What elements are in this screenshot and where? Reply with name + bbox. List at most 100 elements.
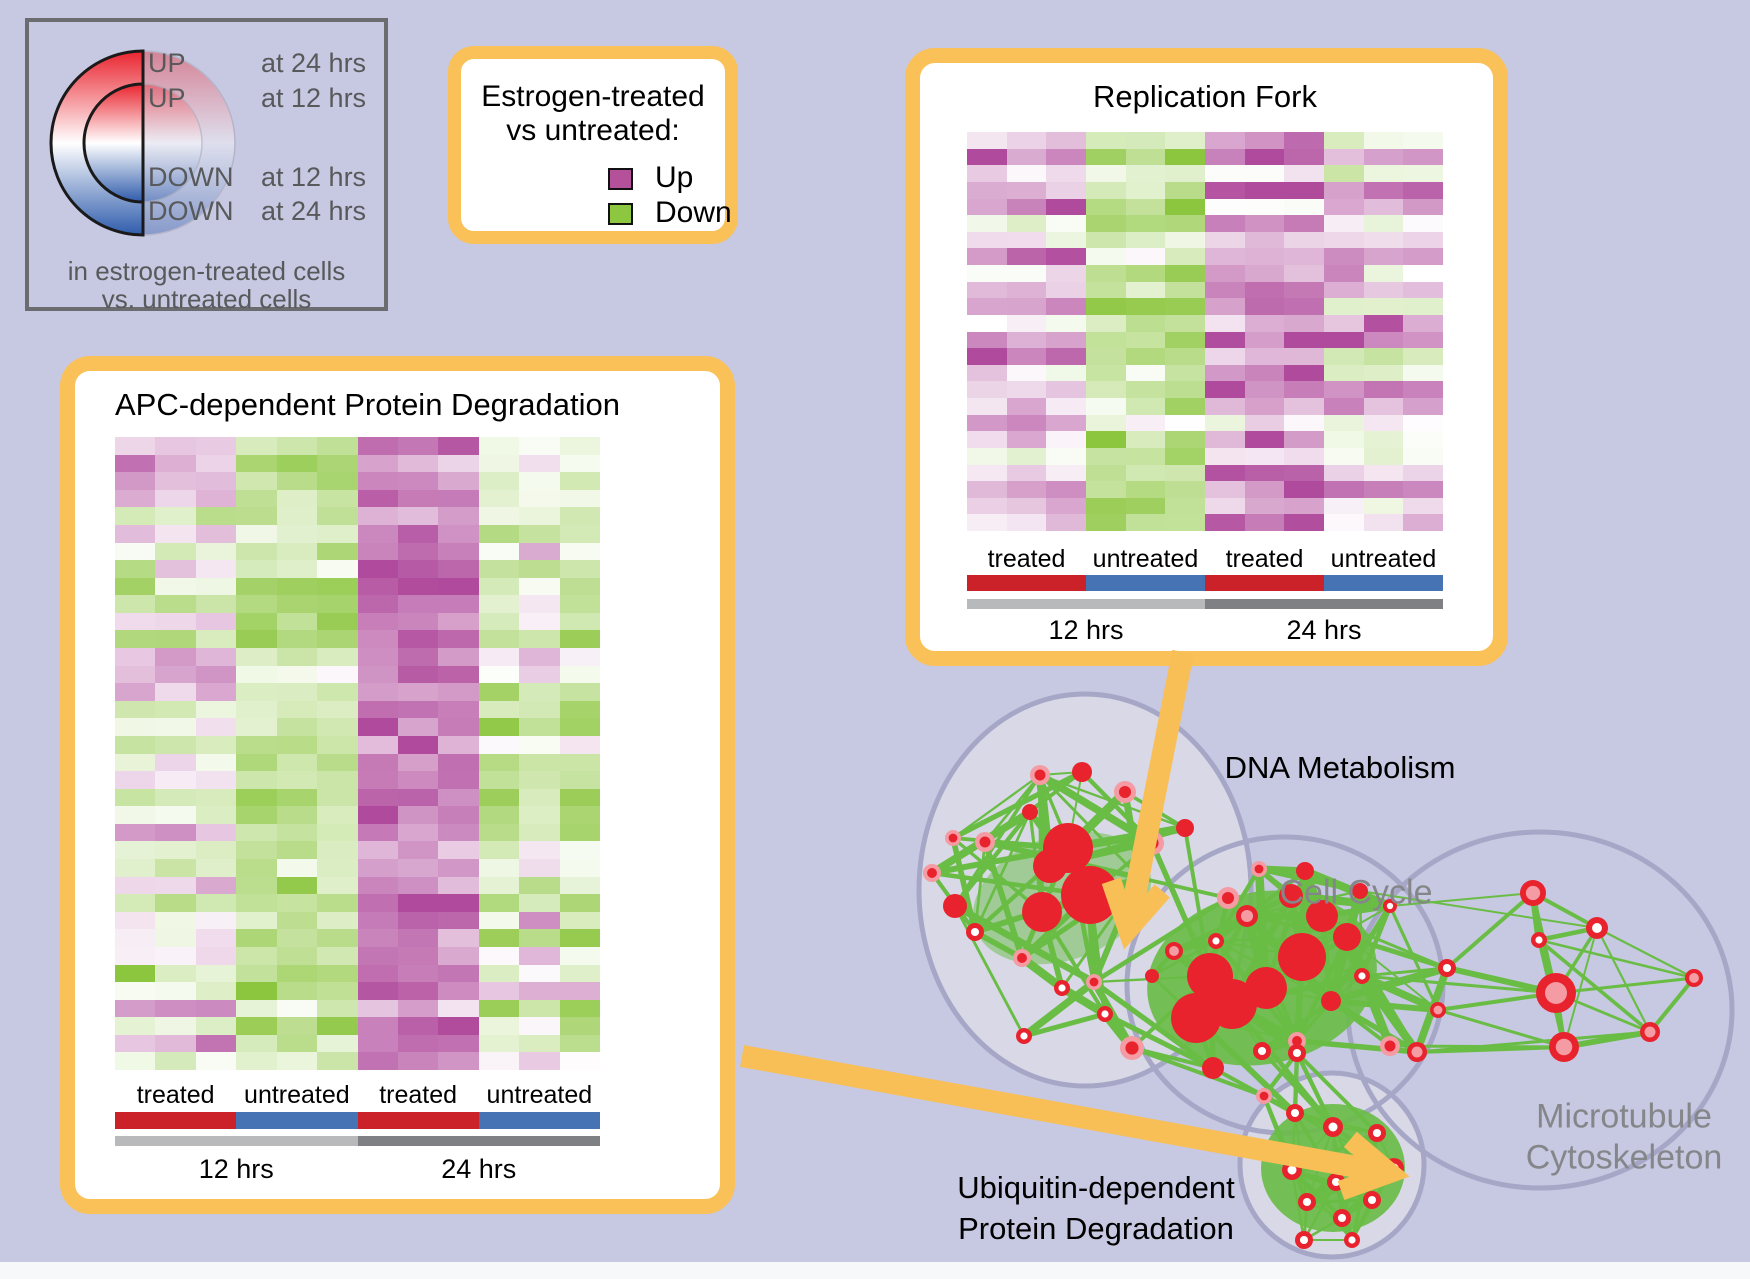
heatmap-cell — [236, 806, 277, 824]
heatmap-cell — [276, 946, 318, 965]
heatmap-cell — [155, 911, 196, 930]
network-edge — [1359, 905, 1393, 977]
heatmap-cell — [1125, 398, 1166, 415]
gene-node — [1217, 887, 1239, 909]
heatmap-cell — [967, 464, 1007, 482]
heatmap-cell — [115, 665, 156, 684]
heatmap-cell — [357, 894, 398, 912]
cluster-label: Protein Degradation — [958, 1210, 1234, 1246]
heatmap-cell — [276, 911, 318, 930]
heatmap-cell — [1244, 181, 1285, 199]
network-edge — [1020, 911, 1044, 959]
gene-node-center — [970, 927, 980, 937]
heatmap-cell — [357, 683, 398, 701]
heatmap-cell — [1046, 248, 1086, 265]
network-edge — [1208, 975, 1215, 1069]
network-edge — [1023, 1011, 1106, 1039]
heatmap-cell — [155, 630, 196, 648]
heatmap-cell — [155, 542, 196, 561]
heatmap-cell — [236, 507, 277, 525]
network-edge — [1262, 1095, 1294, 1171]
network-edge — [1346, 935, 1448, 970]
network-edge — [1346, 936, 1439, 1011]
network-edge — [1230, 915, 1249, 1005]
network-edge — [1416, 1030, 1651, 1054]
gene-node-center — [1240, 909, 1254, 923]
heatmap-cell — [438, 489, 479, 508]
heatmap-cell — [1205, 181, 1245, 199]
heatmap-cell — [438, 595, 479, 613]
heatmap-cell — [478, 929, 520, 947]
heatmap-cell — [236, 612, 277, 631]
heatmap-cell — [1046, 314, 1086, 332]
heatmap-cell — [317, 683, 358, 701]
heatmap-cell — [317, 859, 358, 877]
gene-node-center — [1299, 1235, 1309, 1245]
heatmap-cell — [478, 841, 520, 859]
heatmap-cell — [155, 507, 196, 525]
gene-node — [1286, 1104, 1304, 1122]
heatmap-cell — [317, 524, 358, 543]
network-edge — [1194, 940, 1218, 1019]
network-edge — [1596, 927, 1695, 979]
heatmap-cell — [115, 771, 156, 789]
heatmap-cell — [478, 524, 520, 543]
network-edge — [1231, 915, 1323, 1005]
network-edge — [1340, 1132, 1379, 1219]
gene-node-center — [1169, 946, 1179, 956]
heatmap-cell — [1046, 148, 1086, 166]
heatmap-cell — [195, 823, 237, 842]
heatmap-cell — [276, 630, 318, 648]
heatmap-cell — [967, 281, 1007, 299]
heatmap-cell — [967, 381, 1007, 398]
gene-node-center — [1020, 1032, 1028, 1040]
heatmap-cell — [478, 472, 520, 490]
heatmap-cell — [1006, 132, 1047, 149]
heatmap-cell — [438, 560, 479, 578]
heatmap-cell — [115, 542, 156, 561]
heatmap-cell — [438, 771, 479, 789]
heatmap-cell — [559, 437, 600, 455]
heatmap-cell — [357, 1034, 398, 1053]
heatmap-cell — [155, 753, 196, 772]
heatmap-cell — [236, 595, 277, 613]
heatmap-cell — [195, 437, 237, 455]
gene-node-center — [1254, 864, 1264, 874]
heatmap-cell — [1006, 381, 1047, 398]
heatmap-cell — [559, 1017, 600, 1035]
heatmap-cell — [1086, 398, 1126, 415]
heatmap-cell — [1205, 398, 1245, 415]
network-edge — [1067, 823, 1186, 853]
heatmap-cell — [317, 929, 358, 947]
inner-circle-right-half — [142, 83, 203, 203]
heatmap-cell — [1324, 481, 1364, 498]
heatmap-cell — [967, 398, 1007, 415]
heatmap-cell — [478, 560, 520, 578]
gene-node-center — [1689, 973, 1699, 983]
network-edge — [1300, 869, 1327, 918]
heatmap-cell — [1205, 514, 1245, 531]
heatmap-cell — [478, 612, 520, 631]
heatmap-cell — [1165, 331, 1205, 349]
network-edge — [1329, 998, 1419, 1055]
heatmap-cell — [519, 630, 560, 648]
heatmap-cell — [397, 859, 439, 877]
heatmap-cell — [236, 911, 277, 930]
network-edge — [1264, 914, 1324, 990]
gene-node-center — [1555, 1038, 1573, 1056]
network-edge — [953, 774, 1042, 907]
network-edge — [1131, 1046, 1214, 1070]
gene-node — [1363, 1191, 1381, 1209]
heatmap-cell — [1125, 231, 1166, 249]
heatmap-cell — [967, 132, 1007, 149]
network-edge — [983, 774, 1042, 843]
network-edge — [1596, 927, 1651, 1033]
heatmap-cell — [1244, 132, 1285, 149]
network-edge — [1293, 956, 1306, 1042]
heatmap-cell — [236, 489, 277, 508]
condition-labels: treated untreated treated untreated — [967, 545, 1443, 574]
down-label: Down — [655, 196, 732, 229]
gene-node-center — [927, 868, 937, 878]
heatmap-cell — [1324, 414, 1364, 432]
heatmap-cell — [1125, 447, 1166, 465]
